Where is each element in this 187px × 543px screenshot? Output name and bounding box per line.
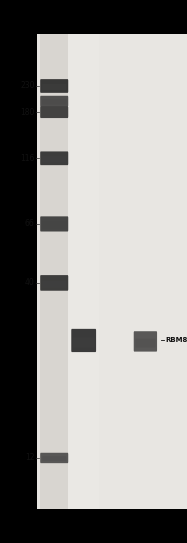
FancyBboxPatch shape: [71, 329, 96, 352]
FancyBboxPatch shape: [134, 331, 157, 352]
Text: 116: 116: [20, 154, 35, 163]
FancyBboxPatch shape: [40, 151, 68, 165]
Text: 66: 66: [25, 219, 35, 229]
FancyBboxPatch shape: [42, 84, 66, 90]
FancyBboxPatch shape: [42, 456, 66, 461]
Text: 230: 230: [20, 81, 35, 91]
Text: 40: 40: [25, 279, 35, 287]
Text: RBM8A: RBM8A: [165, 337, 187, 344]
FancyBboxPatch shape: [42, 110, 66, 116]
FancyBboxPatch shape: [40, 275, 68, 291]
Text: 12: 12: [25, 453, 35, 463]
FancyBboxPatch shape: [42, 281, 66, 288]
Bar: [68, 34, 99, 509]
Bar: [37, 34, 187, 509]
FancyBboxPatch shape: [40, 96, 68, 106]
FancyBboxPatch shape: [42, 156, 66, 162]
FancyBboxPatch shape: [40, 106, 68, 118]
Bar: [40, 34, 68, 509]
Text: 180: 180: [20, 108, 35, 117]
FancyBboxPatch shape: [135, 339, 155, 348]
FancyBboxPatch shape: [42, 99, 66, 105]
FancyBboxPatch shape: [42, 222, 66, 229]
FancyBboxPatch shape: [40, 79, 68, 93]
FancyBboxPatch shape: [73, 337, 94, 348]
FancyBboxPatch shape: [40, 453, 68, 463]
FancyBboxPatch shape: [40, 216, 68, 231]
